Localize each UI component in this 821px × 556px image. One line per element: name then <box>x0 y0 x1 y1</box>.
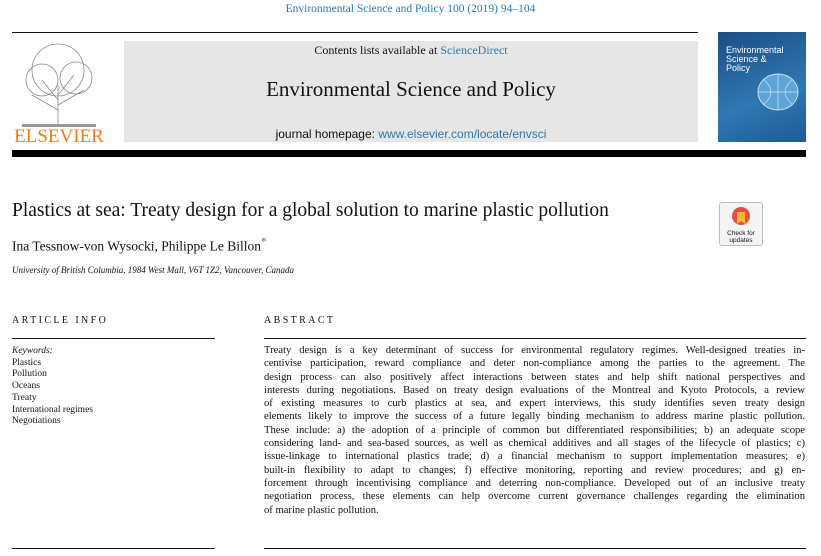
article-title: Plastics at sea: Treaty design for a glo… <box>12 200 609 221</box>
abstract-line: of existing measures to curb plastics at… <box>264 398 805 410</box>
header-bar <box>12 150 806 157</box>
check-for-updates-button[interactable]: Check for updates <box>719 202 763 246</box>
abstract-line: These include: a) the adoption of a prin… <box>264 424 805 436</box>
abstract-line: negotiation process, these elements can … <box>264 491 805 503</box>
abstract-line: elements likely to improve the success o… <box>264 411 805 423</box>
corresponding-author-link[interactable]: * <box>260 236 267 248</box>
keywords-label: Keywords: <box>12 346 53 356</box>
keyword: International regimes <box>12 404 93 415</box>
journal-cover[interactable]: Environmental Science & Policy <box>718 32 806 142</box>
abstract-heading: ABSTRACT <box>264 315 336 326</box>
abstract-line: centivise participation, reward complian… <box>264 358 805 370</box>
abstract-line: of marine plastic pollution. <box>264 504 379 516</box>
divider <box>12 338 215 339</box>
elsevier-logo[interactable]: ELSEVIER <box>12 40 106 147</box>
abstract-line: Treaty design is a key determinant of su… <box>264 345 805 356</box>
abstract-line: considering land- and sea-based sources,… <box>264 438 805 450</box>
sciencedirect-link[interactable]: ScienceDirect <box>440 43 508 57</box>
globe-icon <box>757 73 799 111</box>
badge-line2: updates <box>729 237 753 244</box>
abstract-line: forcement through incentivising complian… <box>264 477 805 489</box>
homepage-link[interactable]: www.elsevier.com/locate/envsci <box>378 127 547 141</box>
affiliation: University of British Columbia, 1984 Wes… <box>12 265 295 275</box>
divider <box>12 32 698 33</box>
cover-title: Environmental Science & Policy <box>726 45 784 73</box>
abstract-body: Treaty design is a key determinant of su… <box>264 344 805 517</box>
homepage-label: journal homepage: <box>275 127 379 141</box>
divider <box>12 548 215 549</box>
publisher-name: ELSEVIER <box>14 126 104 144</box>
author-names: Ina Tessnow-von Wysocki, Philippe Le Bil… <box>12 238 261 254</box>
contents-line: Contents lists available at ScienceDirec… <box>124 43 698 58</box>
journal-title: Environmental Science and Policy <box>266 77 556 101</box>
divider <box>264 548 806 549</box>
abstract-line: design process can also positively affec… <box>264 371 805 383</box>
keyword: Pollution <box>12 369 47 380</box>
contents-text: Contents lists available at <box>314 43 441 57</box>
homepage-line: journal homepage: www.elsevier.com/locat… <box>124 127 698 141</box>
authors: Ina Tessnow-von Wysocki, Philippe Le Bil… <box>12 236 267 255</box>
journal-header-box: Contents lists available at ScienceDirec… <box>124 41 698 142</box>
article-info-heading: ARTICLE INFO <box>12 315 109 326</box>
elsevier-tree-icon: ELSEVIER <box>14 43 104 147</box>
abstract-line: issue-linkage to international plastics … <box>264 451 805 463</box>
keyword: Treaty <box>12 392 37 403</box>
keyword: Plastics <box>12 357 42 368</box>
divider <box>264 338 806 339</box>
badge-line1: Check for <box>727 230 755 237</box>
abstract-line: interests during negotiations. Based on … <box>264 384 805 396</box>
bookmark-icon <box>732 207 750 225</box>
journal-reference-link[interactable]: Environmental Science and Policy 100 (20… <box>285 3 536 15</box>
keyword: Oceans <box>12 381 40 392</box>
abstract-line: built-in flexibility to adapt to changes… <box>264 464 805 476</box>
keyword: Negotiations <box>12 416 61 427</box>
keywords: Keywords: Plastics Pollution Oceans Trea… <box>12 346 93 428</box>
